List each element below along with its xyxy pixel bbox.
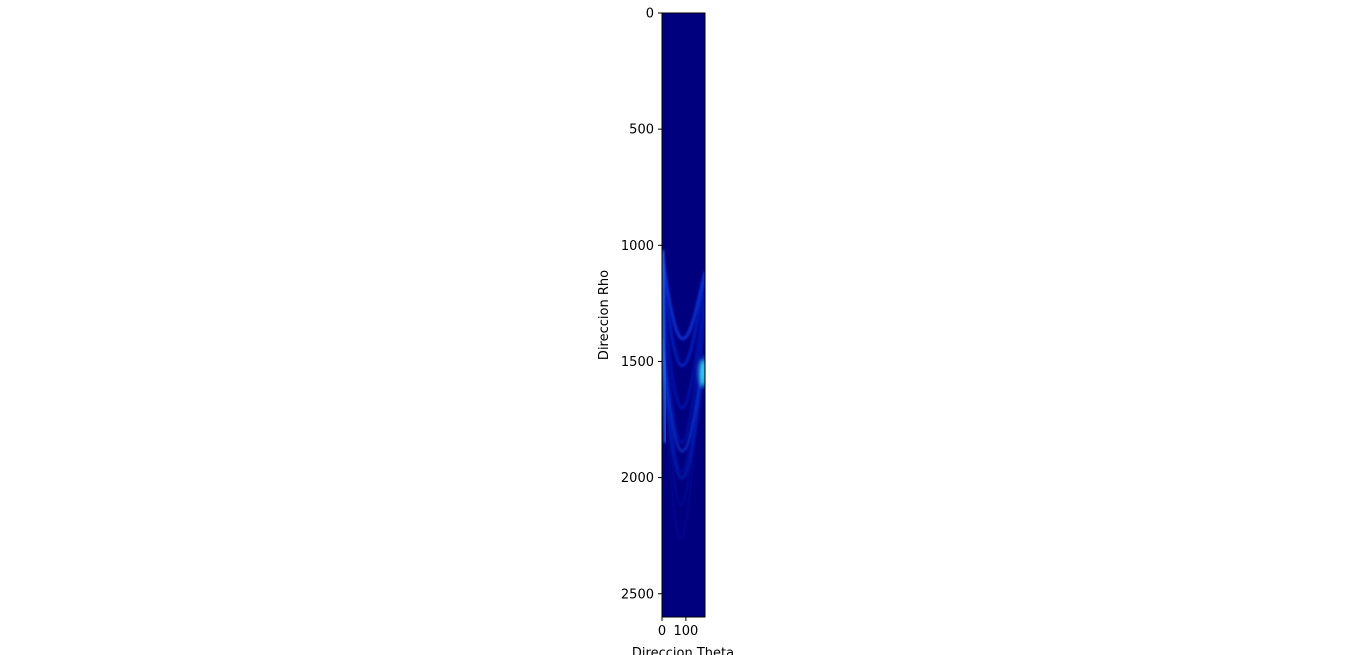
hough-curve — [662, 291, 705, 444]
y-tick-label: 2000 — [621, 471, 654, 486]
y-tick-label: 0 — [646, 7, 654, 22]
y-tick-label: 1500 — [621, 355, 654, 370]
hough-curve — [662, 280, 705, 410]
x-axis-label: Direccion Theta — [632, 646, 734, 655]
hough-edge-streak — [662, 249, 667, 443]
x-tick-label: 0 — [658, 624, 666, 639]
plot-frame — [661, 12, 706, 618]
hough-hot-spot — [699, 359, 705, 388]
y-tick-label: 500 — [629, 123, 654, 138]
x-tick-label: 100 — [673, 624, 698, 639]
hough-curve — [662, 349, 705, 479]
hough-curves — [662, 249, 705, 540]
x-axis: 0 100 — [658, 617, 698, 639]
y-axis: 0 500 1000 1500 2000 2500 — [621, 7, 662, 602]
hough-curve — [662, 252, 705, 340]
hough-curve — [662, 338, 705, 453]
y-axis-label: Direccion Rho — [597, 270, 612, 360]
y-tick-label: 2500 — [621, 587, 654, 602]
y-tick-label: 1000 — [621, 239, 654, 254]
hough-curve — [662, 319, 705, 540]
hough-curve — [662, 263, 705, 367]
